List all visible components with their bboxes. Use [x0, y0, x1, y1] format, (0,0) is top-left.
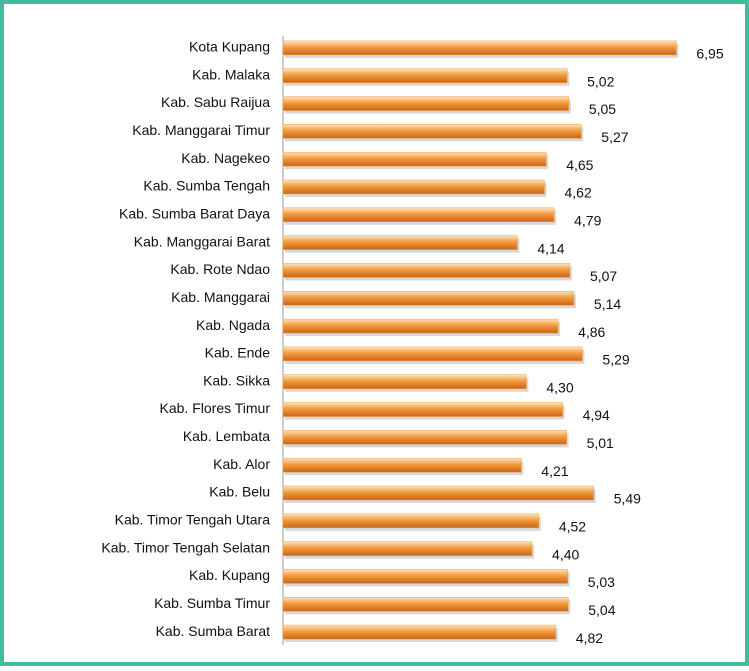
bar — [282, 207, 555, 223]
value-label: 4,79 — [574, 213, 601, 229]
y-tick-label: Kab. Sikka — [203, 372, 270, 388]
value-label: 5,14 — [594, 296, 621, 312]
bar — [282, 597, 569, 612]
bar — [282, 318, 559, 334]
y-tick-label: Kota Kupang — [189, 39, 270, 55]
value-label: 5,27 — [601, 129, 628, 145]
value-label: 5,49 — [614, 491, 641, 507]
value-label: 6,95 — [696, 46, 723, 62]
y-tick-label: Kab. Sabu Raijua — [161, 94, 270, 110]
bar — [282, 346, 583, 362]
value-label: 5,02 — [587, 73, 614, 89]
y-tick-label: Kab. Nagekeo — [181, 150, 270, 166]
y-tick-label: Kab. Lembata — [183, 428, 270, 444]
y-tick-label: Kab. Timor Tengah Utara — [115, 512, 271, 528]
value-label: 5,29 — [602, 352, 629, 368]
value-label: 4,65 — [566, 157, 593, 173]
value-label: 5,04 — [588, 602, 615, 618]
bar — [282, 291, 575, 306]
bar — [282, 263, 571, 278]
y-tick-label: Kab. Ngada — [196, 317, 270, 333]
y-tick-label: Kab. Belu — [209, 484, 270, 500]
bar — [282, 624, 557, 640]
value-label: 4,82 — [576, 630, 603, 646]
bar — [282, 430, 567, 445]
bar — [282, 40, 677, 56]
value-label: 4,40 — [552, 546, 579, 562]
value-label: 4,94 — [583, 407, 610, 423]
bar — [282, 569, 568, 584]
y-tick-label: Kab. Malaka — [192, 66, 270, 82]
value-label: 4,52 — [559, 519, 586, 535]
y-tick-label: Kab. Flores Timur — [160, 400, 271, 416]
value-label: 5,03 — [588, 574, 615, 590]
y-tick-label: Kab. Sumba Barat — [156, 623, 271, 639]
bar — [282, 235, 518, 250]
bar — [282, 457, 522, 473]
bar — [282, 96, 570, 111]
value-label: 5,05 — [589, 101, 616, 117]
y-tick-label: Kab. Manggarai Barat — [134, 233, 270, 249]
value-label: 4,62 — [564, 185, 591, 201]
y-tick-label: Kab. Kupang — [189, 567, 270, 583]
value-label: 4,86 — [578, 324, 605, 340]
y-tick-label: Kab. Sumba Tengah — [143, 178, 270, 194]
value-label: 5,07 — [590, 268, 617, 284]
bar — [282, 124, 582, 139]
bar — [282, 151, 547, 167]
bar — [282, 179, 545, 195]
bar — [282, 485, 594, 501]
value-label: 4,30 — [546, 379, 573, 395]
y-tick-label: Kab. Rote Ndao — [170, 261, 270, 277]
bar — [282, 68, 568, 83]
y-tick-label: Kab. Sumba Timur — [154, 595, 270, 611]
y-tick-label: Kab. Timor Tengah Selatan — [101, 539, 270, 555]
bar — [282, 513, 540, 529]
y-tick-label: Kab. Ende — [205, 345, 271, 361]
bar — [282, 402, 563, 417]
value-label: 5,01 — [587, 435, 614, 451]
y-tick-label: Kab. Sumba Barat Daya — [119, 206, 270, 222]
value-label: 4,14 — [537, 240, 564, 256]
y-tick-label: Kab. Manggarai Timur — [132, 122, 270, 138]
bar — [282, 374, 527, 389]
y-tick-label: Kab. Manggarai — [171, 289, 270, 305]
bar — [282, 541, 533, 556]
y-tick-label: Kab. Alor — [213, 456, 270, 472]
value-label: 4,21 — [541, 463, 568, 479]
